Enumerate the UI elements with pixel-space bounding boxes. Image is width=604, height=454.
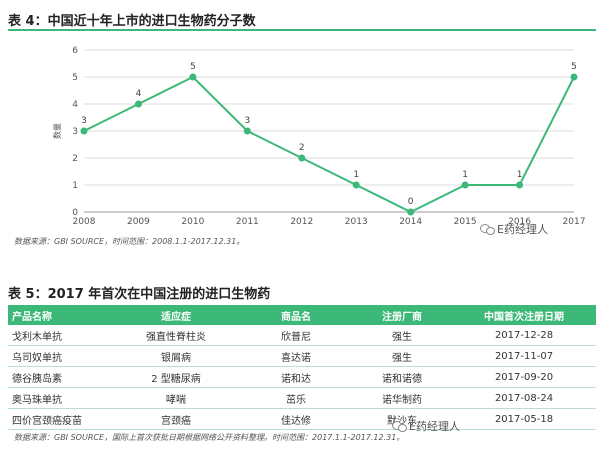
data-point [134,100,142,108]
column-header: 商品名 [240,305,352,325]
table-cell: 2017-11-07 [452,345,596,367]
table-cell: 乌司奴单抗 [8,345,112,367]
column-header: 中国首次注册日期 [452,305,596,325]
table-cell: 2017-08-24 [452,387,596,409]
table-cell: 银屑病 [112,345,240,367]
y-tick-label: 1 [72,181,78,191]
data-label: 5 [190,62,196,72]
table4-source: 数据来源：GBI SOURCE，时间范围：2008.1.1-2017.12.31… [14,237,245,246]
data-label: 1 [353,170,359,180]
y-tick-label: 0 [72,208,78,218]
table-cell: 茁乐 [240,387,352,409]
column-header: 注册厂商 [352,305,452,325]
table-cell: 诺华制药 [352,387,452,409]
data-label: 3 [81,116,87,126]
table-cell: 四价宫颈癌疫苗 [8,408,112,430]
x-tick-label: 2012 [290,217,313,227]
data-point [80,127,88,135]
data-label: 5 [571,62,577,72]
column-header: 适应症 [112,305,240,325]
data-point [243,127,251,135]
table-cell: 宫颈癌 [112,408,240,430]
table-cell: 2017-09-20 [452,366,596,388]
wechat-icon [392,421,407,432]
drug-table: 产品名称 适应症 商品名 注册厂商 中国首次注册日期 戈利木单抗 强直性脊柱炎 … [8,305,596,430]
y-tick-label: 6 [72,46,78,56]
table-cell: 强直性脊柱炎 [112,325,240,346]
x-tick-label: 2009 [127,217,150,227]
table-cell: 欣普尼 [240,325,352,346]
table-row: 四价宫颈癌疫苗 宫颈癌 佳达修 默沙东 2017-05-18 [8,408,596,430]
watermark: E药经理人 [480,221,548,237]
table5-title: 表 5：2017 年首次在中国注册的进口生物药 [8,287,271,302]
table4-rule [8,29,596,31]
x-tick-label: 2014 [399,217,422,227]
x-tick-label: 2016 [508,217,531,227]
table-cell: 强生 [352,345,452,367]
x-tick-label: 2010 [181,217,204,227]
table4-title: 表 4：中国近十年上市的进口生物药分子数 [8,14,256,29]
table-header-row: 产品名称 适应症 商品名 注册厂商 中国首次注册日期 [8,305,596,325]
table-cell: 奥马珠单抗 [8,387,112,409]
watermark: E药经理人 [392,418,460,434]
data-label: 1 [517,170,523,180]
x-tick-label: 2017 [563,217,586,227]
y-tick-label: 2 [72,154,78,164]
data-point [189,73,197,81]
table-cell: 诺和诺德 [352,366,452,388]
table-row: 德谷胰岛素 2 型糖尿病 诺和达 诺和诺德 2017-09-20 [8,366,596,388]
data-point [352,181,360,189]
table-cell: 2017-05-18 [452,408,596,430]
table-cell: 佳达修 [240,408,352,430]
data-point [407,208,415,216]
data-label: 3 [244,116,250,126]
data-point [461,181,469,189]
data-point [570,73,578,81]
column-header: 产品名称 [8,305,112,325]
x-tick-label: 2013 [345,217,368,227]
series-line [83,75,575,214]
table-cell: 德谷胰岛素 [8,366,112,388]
y-tick-label: 5 [72,73,78,83]
table-cell: 2 型糖尿病 [112,366,240,388]
y-tick-label: 4 [72,100,78,110]
y-axis-label: 数量 [52,123,62,139]
table-row: 戈利木单抗 强直性脊柱炎 欣普尼 强生 2017-12-28 [8,325,596,346]
wechat-icon [480,224,495,235]
data-label: 4 [136,89,142,99]
data-label: 0 [408,197,414,207]
data-label: 2 [299,143,305,153]
data-label: 1 [462,170,468,180]
table5-source: 数据来源：GBI SOURCE，国际上首次获批日期根据网络公开资料整理。时间范围… [14,433,405,442]
table-cell: 戈利木单抗 [8,325,112,346]
table-cell: 喜达诺 [240,345,352,367]
x-tick-label: 2008 [73,217,96,227]
y-tick-label: 3 [72,127,78,137]
table-cell: 诺和达 [240,366,352,388]
table-cell: 2017-12-28 [452,325,596,346]
data-point [516,181,524,189]
watermark-text: E药经理人 [409,420,460,433]
table-row: 奥马珠单抗 哮喘 茁乐 诺华制药 2017-08-24 [8,387,596,409]
table-cell: 哮喘 [112,387,240,409]
table-cell: 强生 [352,325,452,346]
table-row: 乌司奴单抗 银屑病 喜达诺 强生 2017-11-07 [8,345,596,367]
x-tick-label: 2011 [236,217,259,227]
watermark-text: E药经理人 [497,223,548,236]
data-point [298,154,306,162]
x-tick-label: 2015 [454,217,477,227]
